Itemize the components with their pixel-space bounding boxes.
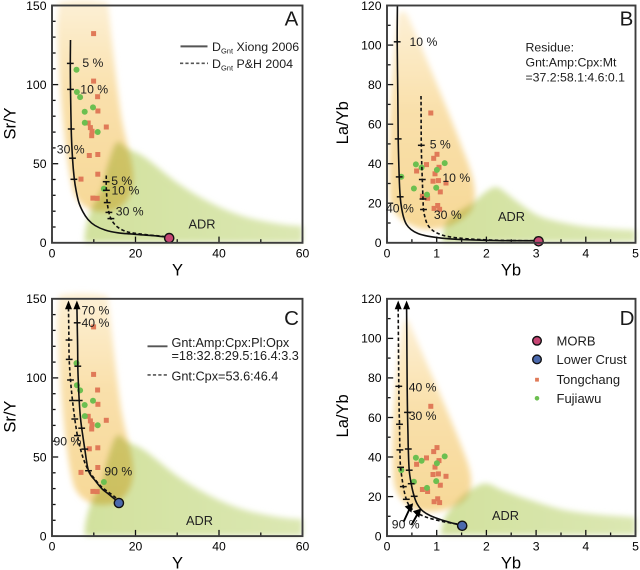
svg-text:60: 60 — [368, 411, 382, 425]
svg-text:40: 40 — [212, 246, 226, 260]
svg-text:MORB: MORB — [557, 333, 596, 348]
svg-text:5: 5 — [632, 540, 639, 554]
svg-text:40 %: 40 % — [386, 202, 414, 216]
svg-text:ADR: ADR — [186, 513, 213, 528]
svg-text:40: 40 — [368, 157, 382, 171]
svg-text:Y: Y — [172, 262, 183, 280]
svg-text:5: 5 — [632, 246, 639, 260]
svg-text:2: 2 — [483, 540, 490, 554]
svg-text:DGnt Xiong 2006: DGnt Xiong 2006 — [212, 40, 299, 56]
svg-text:ADR: ADR — [188, 217, 215, 232]
svg-text:10 %: 10 % — [410, 35, 438, 49]
svg-text:80: 80 — [368, 371, 382, 385]
svg-text:5 %: 5 % — [82, 56, 103, 70]
svg-text:50: 50 — [33, 157, 47, 171]
svg-text:A: A — [285, 8, 299, 31]
svg-text:Residue:: Residue: — [526, 41, 575, 55]
svg-text:0: 0 — [40, 236, 47, 250]
svg-text:Y: Y — [172, 555, 183, 570]
svg-text:100: 100 — [361, 38, 382, 52]
svg-text:5 %: 5 % — [430, 138, 451, 152]
svg-text:120: 120 — [361, 292, 382, 306]
svg-text:40 %: 40 % — [82, 316, 110, 330]
svg-text:90 %: 90 % — [54, 434, 82, 448]
svg-text:150: 150 — [26, 0, 47, 13]
svg-text:80: 80 — [368, 78, 382, 92]
svg-text:100: 100 — [26, 78, 47, 92]
svg-text:30 %: 30 % — [434, 208, 462, 222]
svg-text:0: 0 — [40, 529, 47, 543]
svg-text:1: 1 — [433, 540, 440, 554]
svg-text:=37.2:58.1:4.6:0.1: =37.2:58.1:4.6:0.1 — [526, 71, 626, 85]
svg-text:0: 0 — [49, 246, 56, 260]
svg-text:4: 4 — [582, 246, 589, 260]
svg-text:Tongchang: Tongchang — [557, 372, 621, 387]
svg-text:60: 60 — [296, 540, 310, 554]
svg-text:0: 0 — [375, 529, 382, 543]
svg-text:Sr/Y: Sr/Y — [2, 401, 20, 433]
svg-text:90 %: 90 % — [104, 464, 132, 478]
svg-text:30 %: 30 % — [116, 205, 144, 219]
svg-text:10 %: 10 % — [442, 171, 470, 185]
svg-text:ADR: ADR — [498, 209, 525, 224]
svg-text:20: 20 — [129, 246, 143, 260]
svg-text:C: C — [284, 307, 299, 330]
svg-text:3: 3 — [533, 540, 540, 554]
svg-text:D: D — [620, 307, 635, 330]
svg-text:Gnt:Cpx=53.6:46.4: Gnt:Cpx=53.6:46.4 — [172, 369, 279, 383]
svg-text:Gnt:Amp:Cpx:Pl:Opx: Gnt:Amp:Cpx:Pl:Opx — [172, 336, 290, 350]
svg-text:70 %: 70 % — [82, 303, 110, 317]
svg-text:0: 0 — [375, 236, 382, 250]
svg-text:30 %: 30 % — [57, 143, 85, 157]
svg-text:Gnt:Amp:Cpx:Mt: Gnt:Amp:Cpx:Mt — [526, 56, 617, 70]
svg-text:4: 4 — [582, 540, 589, 554]
svg-text:60: 60 — [368, 118, 382, 132]
svg-text:Yb: Yb — [501, 555, 521, 570]
svg-text:10 %: 10 % — [112, 184, 140, 198]
svg-text:Yb: Yb — [501, 262, 521, 280]
svg-text:0: 0 — [384, 246, 391, 260]
svg-text:5 %: 5 % — [111, 174, 132, 188]
svg-text:0: 0 — [384, 540, 391, 554]
svg-text:100: 100 — [26, 371, 47, 385]
svg-text:40 %: 40 % — [409, 381, 437, 395]
svg-text:100: 100 — [361, 332, 382, 346]
svg-text:DGnt P&H 2004: DGnt P&H 2004 — [212, 57, 293, 73]
svg-text:20: 20 — [368, 490, 382, 504]
svg-text:1: 1 — [433, 246, 440, 260]
svg-text:Fujiawu: Fujiawu — [557, 391, 602, 406]
svg-text:40: 40 — [212, 540, 226, 554]
svg-text:20: 20 — [368, 197, 382, 211]
svg-text:120: 120 — [361, 0, 382, 13]
svg-text:50: 50 — [33, 450, 47, 464]
svg-text:150: 150 — [26, 292, 47, 306]
svg-text:B: B — [620, 8, 634, 31]
svg-text:40: 40 — [368, 450, 382, 464]
svg-text:30 %: 30 % — [409, 409, 437, 423]
svg-text:3: 3 — [533, 246, 540, 260]
svg-text:2: 2 — [483, 246, 490, 260]
svg-text:90 %: 90 % — [392, 517, 420, 531]
svg-text:Sr/Y: Sr/Y — [2, 107, 20, 139]
svg-text:Lower Crust: Lower Crust — [557, 352, 627, 367]
svg-text:60: 60 — [296, 246, 310, 260]
svg-text:0: 0 — [49, 540, 56, 554]
svg-text:10 %: 10 % — [80, 82, 108, 96]
svg-text:La/Yb: La/Yb — [334, 101, 352, 144]
svg-text:La/Yb: La/Yb — [334, 394, 352, 437]
svg-text:ADR: ADR — [492, 508, 519, 523]
svg-text:=18:32.8:29.5:16.4:3.3: =18:32.8:29.5:16.4:3.3 — [172, 349, 299, 363]
svg-text:20: 20 — [129, 540, 143, 554]
